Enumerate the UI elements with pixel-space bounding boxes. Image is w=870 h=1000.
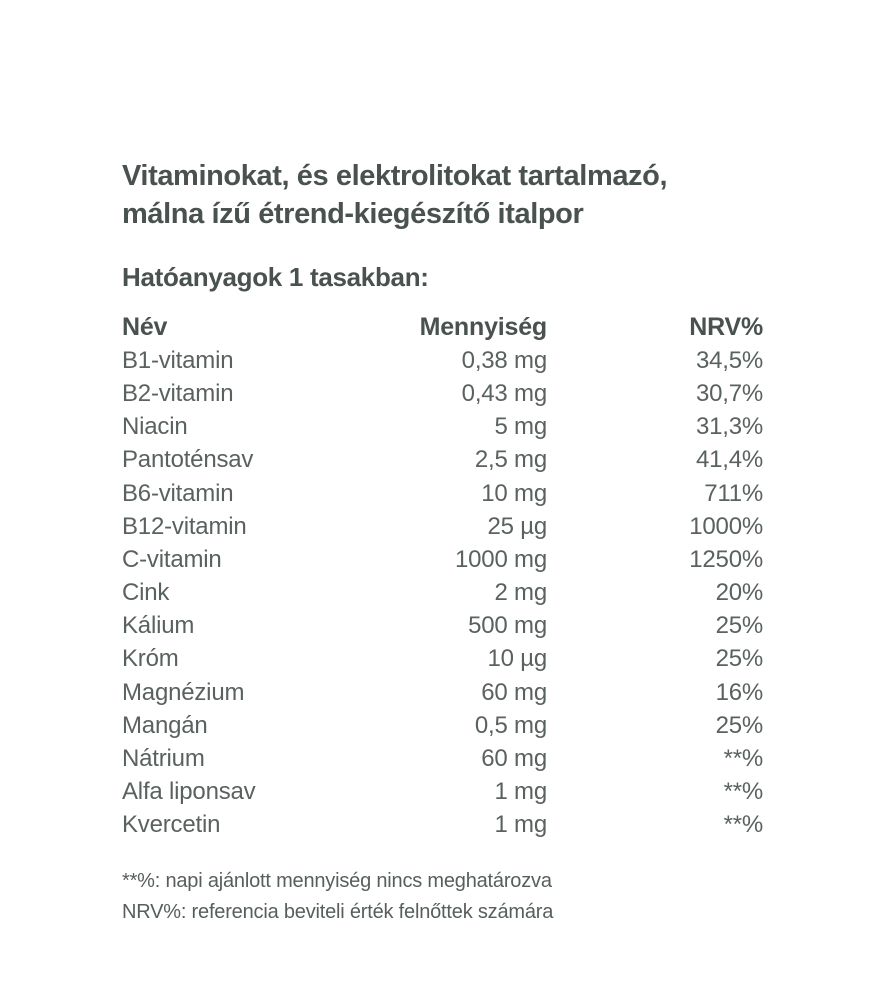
ingredient-name-cell: Kálium — [122, 612, 195, 640]
ingredient-table: Név Mennyiség NRV% B1-vitamin 0,38 mg 34… — [122, 311, 763, 842]
ingredient-name-cell: Cink — [122, 579, 170, 607]
ingredient-nrv-cell: 25% — [715, 612, 764, 640]
ingredient-name-cell: B6-vitamin — [122, 479, 234, 507]
column-header-nrv: NRV% — [689, 313, 763, 342]
ingredient-nrv-cell: 1250% — [689, 545, 763, 573]
ingredient-nrv-cell: 31,3% — [695, 413, 763, 441]
table-row: Kvercetin 1 mg **% — [122, 809, 763, 842]
ingredient-nrv-cell: **% — [723, 778, 764, 806]
page-title-line-2: málna ízű étrend-kiegészítő italpor — [122, 198, 584, 230]
column-header-quantity: Mennyiség — [419, 313, 548, 342]
ingredient-name-cell: Magnézium — [122, 678, 245, 706]
ingredient-nrv-cell: 34,5% — [695, 346, 763, 374]
table-header-row: Név Mennyiség NRV% — [122, 311, 763, 344]
ingredient-quantity-cell: 0,38 mg — [461, 346, 548, 374]
active-ingredients-heading: Hatóanyagok 1 tasakban: — [122, 262, 429, 292]
page-title-line-1: Vitaminokat, és elektrolitokat tartalmaz… — [122, 160, 668, 192]
ingredient-quantity-cell: 10 mg — [481, 479, 547, 507]
ingredient-quantity-cell: 60 mg — [481, 745, 547, 773]
table-body: B1-vitamin 0,38 mg 34,5% B2-vitamin 0,43… — [122, 344, 763, 842]
ingredient-nrv-cell: 41,4% — [695, 446, 763, 474]
table-row: Nátrium 60 mg **% — [122, 742, 763, 775]
table-row: B12-vitamin 25 µg 1000% — [122, 510, 763, 543]
ingredient-quantity-cell: 1000 mg — [455, 545, 547, 573]
ingredient-name-cell: Alfa liponsav — [122, 778, 256, 806]
table-row: B6-vitamin 10 mg 711% — [122, 477, 763, 510]
table-row: B1-vitamin 0,38 mg 34,5% — [122, 344, 763, 377]
ingredient-quantity-cell: 500 mg — [468, 612, 547, 640]
table-row: Niacin 5 mg 31,3% — [122, 411, 763, 444]
ingredient-quantity-cell: 1 mg — [494, 811, 547, 839]
ingredient-nrv-cell: 20% — [715, 579, 764, 607]
ingredient-nrv-cell: **% — [723, 745, 764, 773]
ingredient-quantity-cell: 0,43 mg — [461, 379, 548, 407]
column-header-name: Név — [122, 313, 168, 342]
ingredient-quantity-cell: 10 µg — [487, 645, 547, 673]
table-row: Kálium 500 mg 25% — [122, 610, 763, 643]
ingredient-nrv-cell: 25% — [715, 711, 764, 739]
ingredient-quantity-cell: 0,5 mg — [474, 711, 547, 739]
table-row: B2-vitamin 0,43 mg 30,7% — [122, 377, 763, 410]
ingredient-nrv-cell: 1000% — [689, 512, 763, 540]
ingredient-quantity-cell: 60 mg — [481, 678, 547, 706]
ingredient-nrv-cell: 25% — [715, 645, 764, 673]
ingredient-nrv-cell: 16% — [715, 678, 764, 706]
table-row: Magnézium 60 mg 16% — [122, 676, 763, 709]
table-row: Cink 2 mg 20% — [122, 577, 763, 610]
ingredient-quantity-cell: 25 µg — [487, 512, 547, 540]
ingredient-quantity-cell: 5 mg — [494, 413, 547, 441]
table-row: Króm 10 µg 25% — [122, 643, 763, 676]
ingredient-quantity-cell: 2,5 mg — [474, 446, 547, 474]
ingredient-name-cell: B1-vitamin — [122, 346, 234, 374]
ingredient-name-cell: Pantoténsav — [122, 446, 254, 474]
ingredient-nrv-cell: **% — [723, 811, 764, 839]
ingredient-nrv-cell: 30,7% — [695, 379, 763, 407]
ingredient-nrv-cell: 711% — [704, 479, 763, 507]
ingredient-name-cell: B2-vitamin — [122, 379, 234, 407]
ingredient-name-cell: C-vitamin — [122, 545, 222, 573]
footnotes: **%: napi ajánlott mennyiség nincs megha… — [122, 870, 554, 923]
ingredient-name-cell: Króm — [122, 645, 179, 673]
ingredient-name-cell: Niacin — [122, 413, 188, 441]
page-title: Vitaminokat, és elektrolitokat tartalmaz… — [122, 157, 822, 233]
table-row: Pantoténsav 2,5 mg 41,4% — [122, 444, 763, 477]
ingredient-name-cell: Kvercetin — [122, 811, 221, 839]
table-row: Mangán 0,5 mg 25% — [122, 709, 763, 742]
ingredient-name-cell: B12-vitamin — [122, 512, 247, 540]
table-row: C-vitamin 1000 mg 1250% — [122, 543, 763, 576]
ingredient-name-cell: Mangán — [122, 711, 208, 739]
table-row: Alfa liponsav 1 mg **% — [122, 776, 763, 809]
ingredient-quantity-cell: 2 mg — [494, 579, 547, 607]
ingredient-quantity-cell: 1 mg — [494, 778, 547, 806]
ingredient-name-cell: Nátrium — [122, 745, 205, 773]
